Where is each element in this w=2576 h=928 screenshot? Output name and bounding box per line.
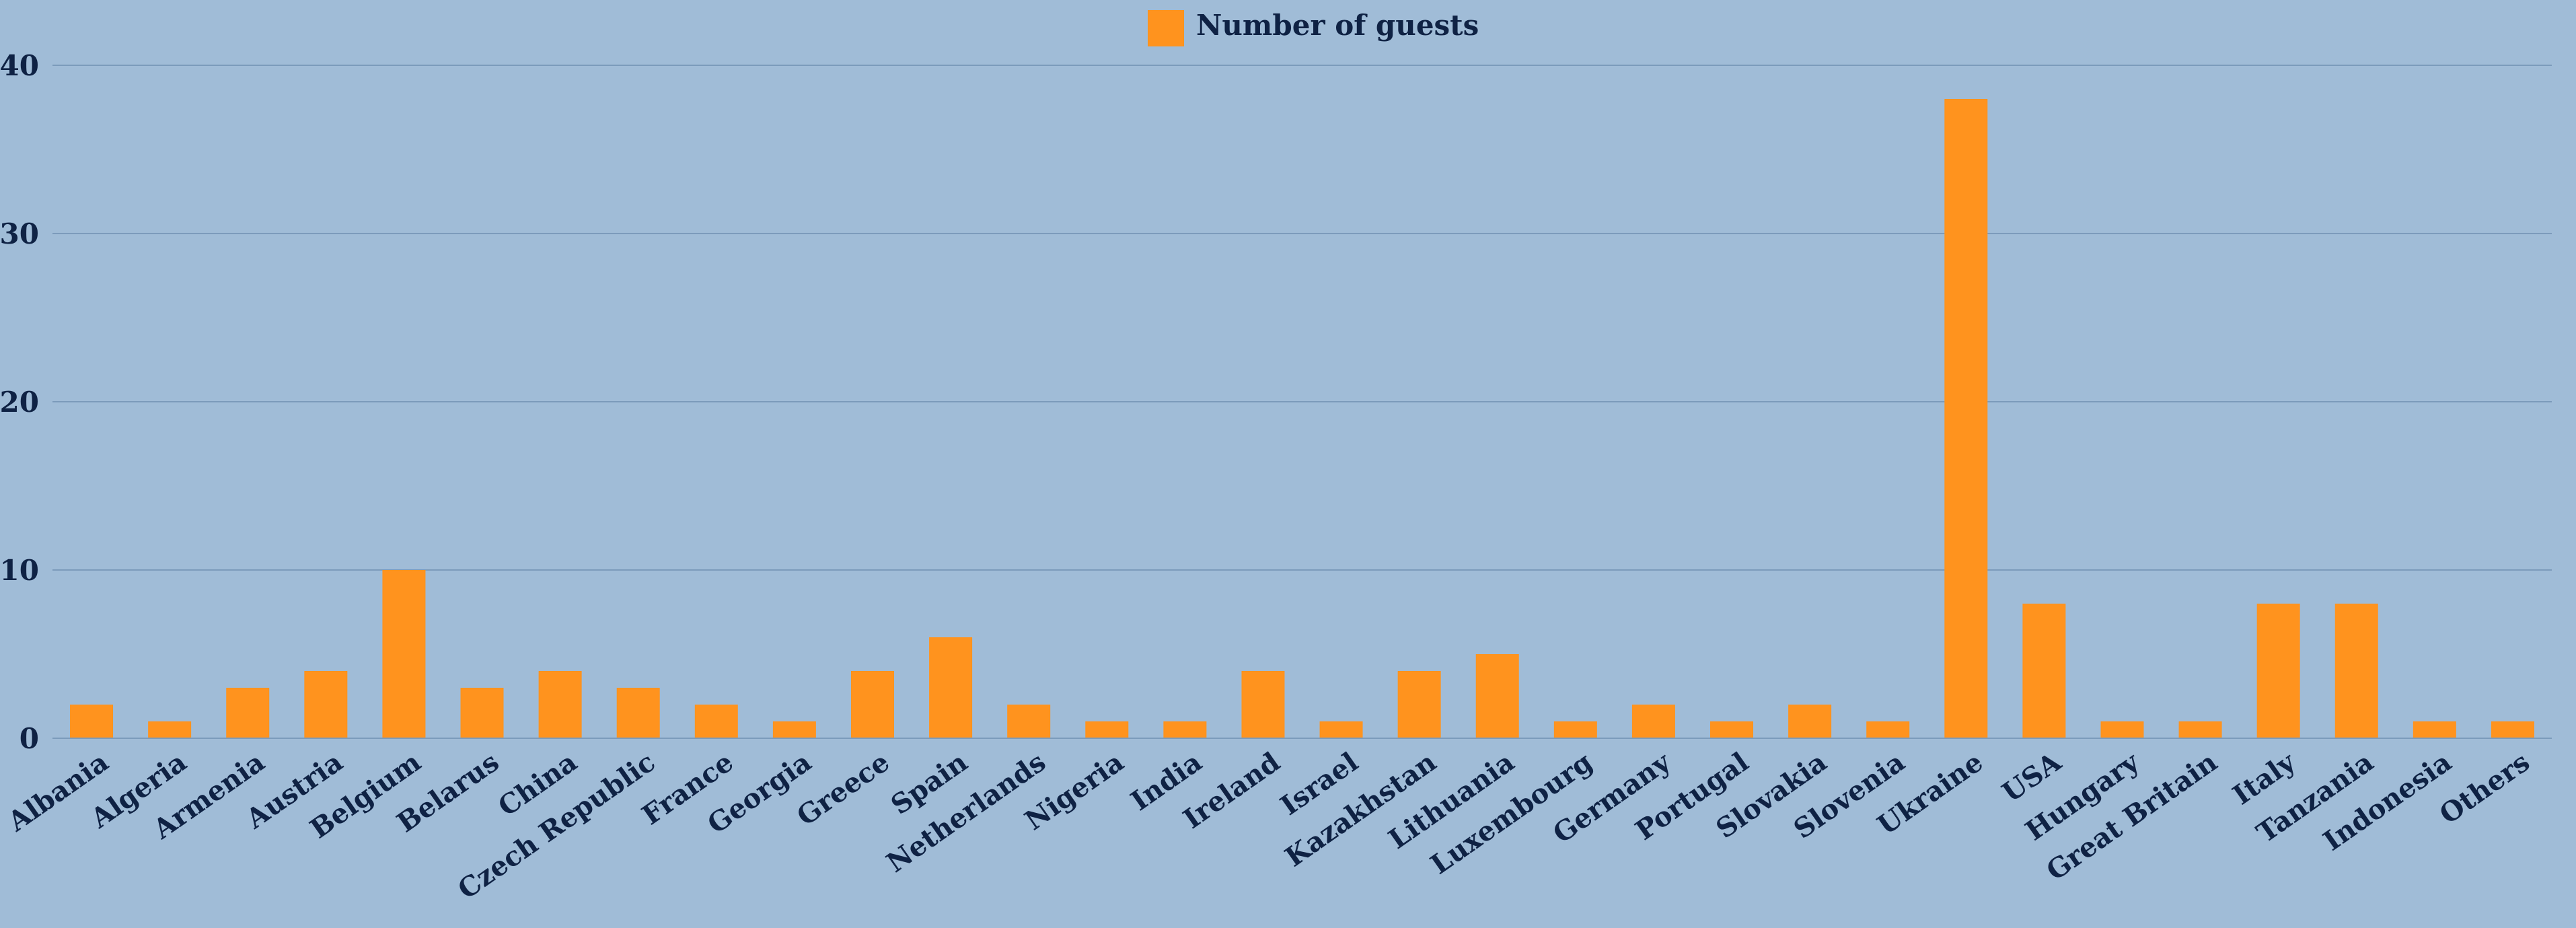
bar-tanzania xyxy=(2334,604,2378,738)
bar-ireland xyxy=(1241,671,1285,738)
bar-luxembourg xyxy=(1553,721,1597,738)
bar-india xyxy=(1163,721,1207,738)
bar-spain xyxy=(929,637,973,738)
bar-china xyxy=(538,671,582,738)
bar-kazakhstan xyxy=(1397,671,1441,738)
bar-netherlands xyxy=(1007,705,1051,738)
y-tick-label: 40 xyxy=(0,49,39,82)
bar-greece xyxy=(850,671,894,738)
y-tick-label: 10 xyxy=(0,554,39,587)
y-tick-label: 20 xyxy=(0,386,39,419)
bar-belgium xyxy=(382,570,426,738)
bar-italy xyxy=(2256,604,2300,738)
bar-austria xyxy=(304,671,348,738)
bar-lithuania xyxy=(1475,654,1519,738)
bar-indonesia xyxy=(2413,721,2456,738)
bar-portugal xyxy=(1710,721,1754,738)
bar-ukraine xyxy=(1944,99,1988,738)
y-axis-tick-labels: 0 10 20 30 40 xyxy=(0,49,39,755)
bar-france xyxy=(694,705,738,738)
legend-label: Number of guests xyxy=(1196,9,1479,42)
bar-belarus xyxy=(460,688,504,738)
bar-hungary xyxy=(2100,721,2144,738)
x-axis-category-labels: AlbaniaAlgeriaArmeniaAustriaBelgiumBelar… xyxy=(1,746,2535,906)
bar-others xyxy=(2491,721,2534,738)
x-tick-label: Others xyxy=(2434,746,2536,830)
bar-albania xyxy=(70,705,114,738)
bars xyxy=(70,99,2534,738)
bar-czech-republic xyxy=(616,688,660,738)
bar-slovenia xyxy=(1866,721,1910,738)
bar-algeria xyxy=(148,721,192,738)
y-tick-label: 0 xyxy=(20,722,39,755)
bar-israel xyxy=(1319,721,1363,738)
bar-great-britain xyxy=(2178,721,2222,738)
bar-slovakia xyxy=(1788,705,1832,738)
gridlines xyxy=(52,65,2552,571)
bar-usa xyxy=(2022,604,2066,738)
bar-georgia xyxy=(772,721,816,738)
legend-swatch xyxy=(1148,10,1184,46)
bar-nigeria xyxy=(1085,721,1129,738)
legend: Number of guests xyxy=(1148,9,1479,46)
bar-armenia xyxy=(226,688,270,738)
bar-germany xyxy=(1631,705,1675,738)
y-tick-label: 30 xyxy=(0,217,39,250)
